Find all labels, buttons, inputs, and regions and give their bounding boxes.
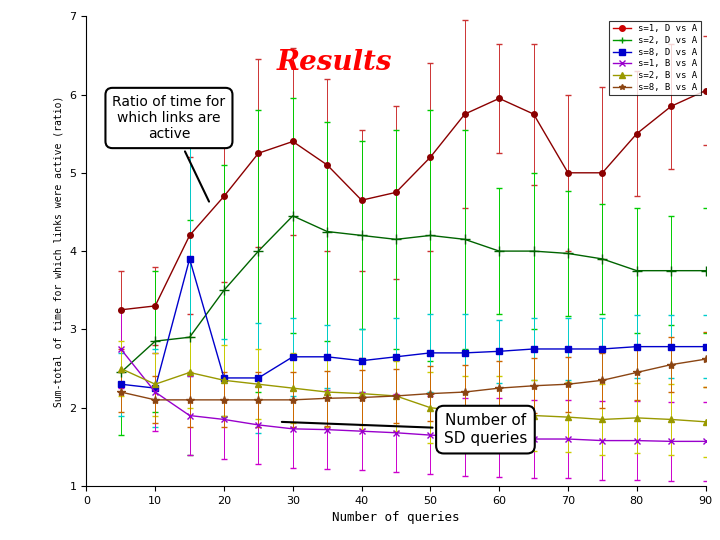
X-axis label: Number of queries: Number of queries	[332, 511, 460, 524]
Text: Ratio of time for
which links are
active: Ratio of time for which links are active	[112, 95, 225, 201]
Text: Number of
SD queries: Number of SD queries	[282, 414, 527, 446]
Legend: s=1, D vs A, s=2, D vs A, s=8, D vs A, s=1, B vs A, s=2, B vs A, s=8, B vs A: s=1, D vs A, s=2, D vs A, s=8, D vs A, s…	[609, 21, 701, 96]
Text: Results: Results	[276, 49, 392, 76]
Y-axis label: Sum-total of time for which links were active (ratio): Sum-total of time for which links were a…	[54, 96, 64, 407]
